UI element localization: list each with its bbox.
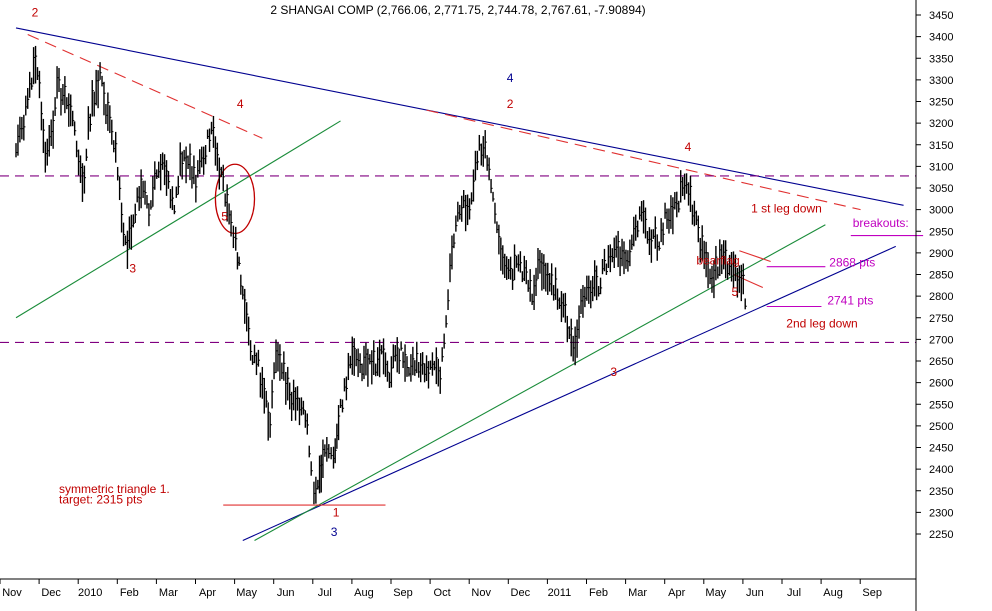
x-tick-label: Mar bbox=[628, 587, 647, 599]
x-tick-label: Jul bbox=[787, 587, 801, 599]
y-tick-label: 2700 bbox=[929, 334, 953, 346]
trendline-line bbox=[426, 109, 861, 211]
annotation-label: 2nd leg down bbox=[786, 316, 857, 330]
y-tick-label: 2450 bbox=[929, 443, 953, 455]
flag-line bbox=[739, 250, 771, 263]
annotation-label: symmetric triangle 1. bbox=[59, 482, 170, 496]
y-tick-label: 2600 bbox=[929, 378, 953, 390]
x-tick-label: Apr bbox=[668, 587, 685, 599]
annotation-label: 4 bbox=[507, 71, 514, 85]
annotation-label: target: 2315 pts bbox=[59, 493, 142, 507]
x-tick-label: Oct bbox=[434, 587, 451, 599]
x-tick-label: Sep bbox=[393, 587, 413, 599]
trendline-line bbox=[15, 27, 904, 206]
x-tick-label: 2011 bbox=[548, 587, 572, 599]
x-tick-label: Aug bbox=[823, 587, 843, 599]
annotation-label: bearflag bbox=[696, 254, 739, 268]
y-tick-label: 3150 bbox=[929, 140, 953, 152]
y-tick-label: 2300 bbox=[929, 507, 953, 519]
annotation-label: 3 bbox=[129, 261, 136, 275]
x-tick-label: Nov bbox=[2, 587, 22, 599]
y-tick-label: 2850 bbox=[929, 270, 953, 282]
trendline-line bbox=[242, 245, 896, 541]
x-tick-label: Feb bbox=[589, 587, 608, 599]
x-tick-label: Feb bbox=[120, 587, 139, 599]
axes-layer: 2250 2300 2350 2400 2450 2500 2550 2600 2650 2700… bbox=[0, 0, 953, 611]
overlay-lines-layer bbox=[0, 27, 924, 541]
annotation-label: 1 st leg down bbox=[751, 202, 822, 216]
y-tick-label: 3250 bbox=[929, 97, 953, 109]
y-tick-label: 2900 bbox=[929, 248, 953, 260]
y-tick-label: 3000 bbox=[929, 205, 953, 217]
x-tick-label: May bbox=[236, 587, 257, 599]
y-tick-label: 2250 bbox=[929, 529, 953, 541]
annotation-label: 2741 pts bbox=[827, 293, 873, 307]
y-tick-label: 2550 bbox=[929, 399, 953, 411]
y-tick-label: 2800 bbox=[929, 291, 953, 303]
annotation-label: 5 bbox=[732, 285, 739, 299]
trendline-line bbox=[254, 224, 826, 541]
annotation-label: breakouts: bbox=[853, 216, 909, 230]
x-tick-label: 2010 bbox=[78, 587, 102, 599]
x-tick-label: Aug bbox=[354, 587, 374, 599]
y-tick-label: 3200 bbox=[929, 118, 953, 130]
trendline-line bbox=[27, 33, 263, 139]
y-tick-label: 2500 bbox=[929, 421, 953, 433]
x-tick-label: May bbox=[705, 587, 726, 599]
highlight-ellipse bbox=[214, 163, 256, 235]
x-tick-label: Dec bbox=[511, 587, 531, 599]
x-tick-label: Nov bbox=[471, 587, 491, 599]
price-series-layer bbox=[15, 45, 747, 505]
x-tick-label: Mar bbox=[159, 587, 178, 599]
flag-line bbox=[733, 273, 764, 288]
x-tick-label: Jun bbox=[277, 587, 295, 599]
annotation-label: 2868 pts bbox=[829, 256, 875, 270]
x-tick-label: Sep bbox=[862, 587, 882, 599]
y-tick-label: 3350 bbox=[929, 53, 953, 65]
annotations-layer: 2 4 5 3 1 3 4 2 4 3 5 1 st leg down bearflag 2nd leg … bbox=[32, 6, 909, 539]
annotation-label: 2 bbox=[32, 6, 39, 20]
y-tick-label: 2400 bbox=[929, 464, 953, 476]
y-tick-label: 3100 bbox=[929, 161, 953, 173]
y-tick-label: 3300 bbox=[929, 75, 953, 87]
x-tick-label: Jun bbox=[746, 587, 764, 599]
x-tick-label: Apr bbox=[199, 587, 216, 599]
chart-title: 2 SHANGAI COMP (2,766.06, 2,771.75, 2,74… bbox=[270, 3, 646, 17]
y-tick-label: 2950 bbox=[929, 226, 953, 238]
y-tick-label: 2650 bbox=[929, 356, 953, 368]
x-tick-label: Dec bbox=[41, 587, 61, 599]
annotation-label: 4 bbox=[685, 140, 692, 154]
annotation-label: 2 bbox=[507, 97, 514, 111]
annotation-label: 4 bbox=[237, 97, 244, 111]
annotation-label: 3 bbox=[331, 525, 338, 539]
y-tick-label: 3400 bbox=[929, 32, 953, 44]
x-tick-label: Jul bbox=[318, 587, 332, 599]
y-tick-label: 2750 bbox=[929, 313, 953, 325]
annotation-label: 3 bbox=[610, 365, 617, 379]
y-tick-label: 3450 bbox=[929, 10, 953, 22]
y-tick-label: 2350 bbox=[929, 486, 953, 498]
trendline-line bbox=[15, 120, 341, 319]
y-tick-label: 3050 bbox=[929, 183, 953, 195]
annotation-label: 1 bbox=[333, 506, 340, 520]
annotation-label: 5 bbox=[221, 209, 228, 223]
